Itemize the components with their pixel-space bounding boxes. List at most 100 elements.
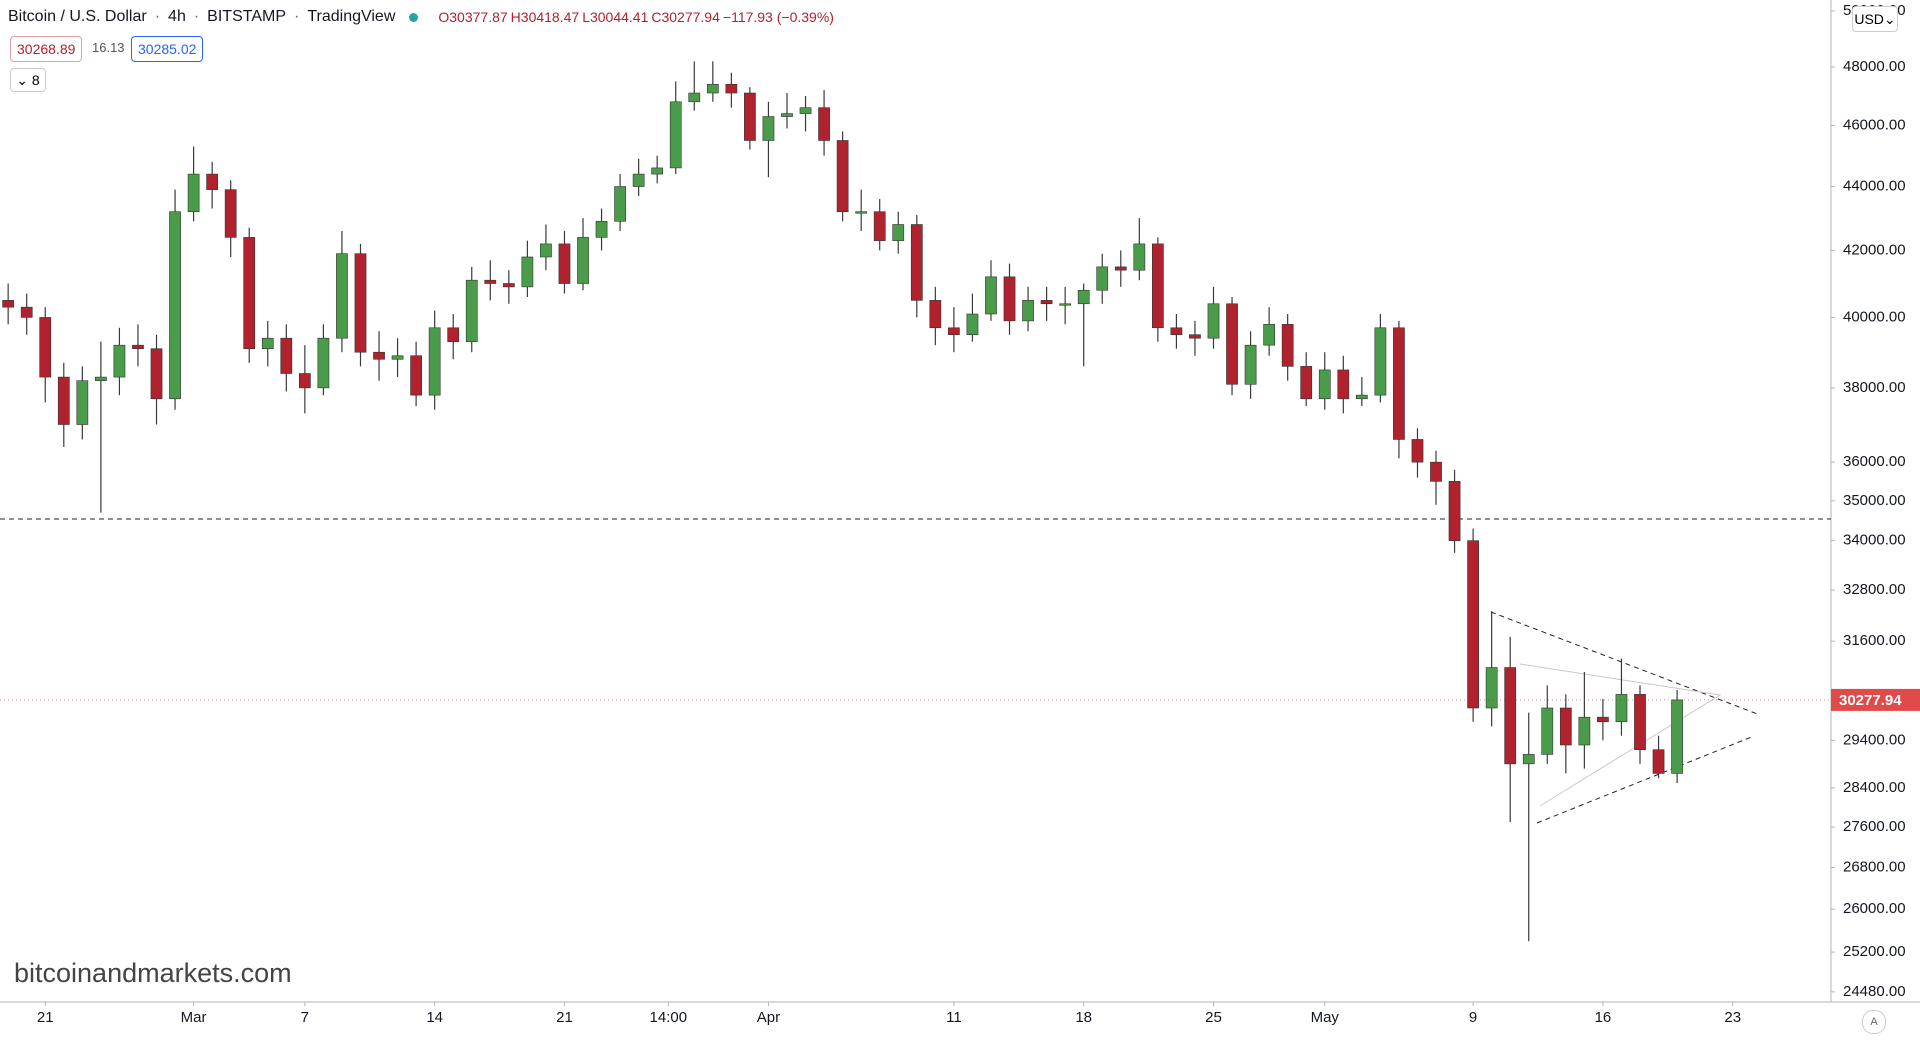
candle-body: [1300, 366, 1313, 400]
x-tick-label: 9: [1469, 1009, 1477, 1026]
candle-body: [910, 224, 923, 301]
y-tick-label: 48000.00: [1843, 58, 1906, 75]
symbol: Bitcoin / U.S. Dollar: [8, 8, 147, 25]
candle-body: [1281, 324, 1294, 367]
candle-body: [1411, 439, 1424, 463]
sell-button[interactable]: 30268.89: [10, 36, 83, 62]
x-tick-label: 14:00: [650, 1009, 688, 1026]
candle-body: [1133, 243, 1146, 271]
y-tick-label: 26000.00: [1843, 900, 1906, 917]
candle-body: [447, 327, 460, 342]
candle-body: [1671, 699, 1683, 774]
candle-body: [76, 380, 89, 425]
x-tick-label: 7: [301, 1009, 309, 1026]
y-tick-label: 31600.00: [1843, 632, 1906, 649]
price-axis-bg: [1831, 0, 1920, 1044]
candle-body: [1337, 369, 1350, 400]
candle-body: [317, 337, 330, 389]
candle-body: [1597, 716, 1609, 723]
candle-body: [57, 376, 70, 425]
candle-body: [781, 113, 793, 117]
exchange: BITSTAMP: [207, 8, 286, 25]
y-tick-label: 27600.00: [1843, 818, 1906, 835]
candle-body: [206, 173, 219, 190]
candle-body: [1318, 369, 1331, 400]
candle-body: [1114, 266, 1127, 271]
indicators-toggle[interactable]: ⌄ 8: [10, 68, 46, 92]
currency-button[interactable]: USD⌄: [1852, 6, 1898, 32]
candle-body: [818, 107, 830, 141]
y-tick-label: 26800.00: [1843, 858, 1906, 875]
candle-body: [985, 276, 997, 315]
status-dot: [409, 12, 419, 22]
candle-body: [1374, 327, 1387, 396]
y-tick-label: 32800.00: [1843, 581, 1906, 598]
candle-body: [614, 186, 626, 222]
candle-body: [1077, 289, 1090, 305]
open-value: O30377.87: [438, 9, 508, 25]
buy-button[interactable]: 30285.02: [131, 36, 204, 62]
y-tick-label: 42000.00: [1843, 241, 1906, 258]
auto-scale-button[interactable]: A: [1862, 1010, 1886, 1034]
candle-body: [465, 279, 478, 342]
candle-body: [1189, 334, 1201, 339]
candle-body: [632, 173, 645, 187]
candle-body: [410, 355, 422, 396]
x-tick-label: 16: [1595, 1009, 1612, 1026]
candle-body: [521, 256, 534, 288]
candle-body: [744, 92, 756, 141]
candle-body: [725, 83, 738, 94]
candle-body: [966, 313, 979, 336]
candle-body: [1040, 300, 1053, 305]
candle-body: [1541, 707, 1554, 755]
candle-body: [373, 351, 385, 360]
candle-body: [1559, 707, 1572, 746]
x-tick-label: Mar: [181, 1009, 207, 1026]
candle-body: [1485, 667, 1498, 709]
candle-body: [113, 344, 126, 378]
candle-body: [558, 243, 571, 284]
candle-body: [1152, 243, 1164, 329]
candle-body: [1430, 461, 1442, 482]
candle-body: [1467, 540, 1479, 709]
candle-body: [298, 373, 311, 389]
trend-line-upper: [1490, 611, 1761, 716]
x-tick-label: 18: [1075, 1009, 1092, 1026]
x-tick-label: Apr: [757, 1009, 780, 1026]
last-price-label: 30277.94: [1839, 692, 1902, 709]
candle-body: [95, 376, 107, 381]
currency: USD: [1854, 11, 1884, 27]
change-value: −117.93 (−0.39%): [722, 9, 834, 25]
candle-body: [1059, 303, 1072, 306]
candle-body: [1522, 754, 1535, 765]
spread: 16.13: [92, 40, 125, 55]
close-value: C30277.94: [651, 9, 720, 25]
trend-line-lower: [1536, 735, 1755, 824]
candle-body: [836, 140, 849, 213]
x-tick-label: 21: [37, 1009, 54, 1026]
candle-body: [669, 101, 682, 169]
candle-body: [1170, 327, 1183, 336]
x-tick-label: 21: [556, 1009, 573, 1026]
triangle-pattern: [1519, 663, 1722, 807]
candle-body: [224, 189, 237, 238]
y-tick-label: 40000.00: [1843, 308, 1906, 325]
ohlc: O30377.87 H30418.47 L30044.41 C30277.94 …: [438, 9, 834, 25]
candle-body: [1003, 276, 1016, 322]
candle-body: [948, 327, 960, 336]
y-tick-label: 38000.00: [1843, 379, 1906, 396]
candle-body: [39, 317, 52, 378]
candle-body: [1504, 667, 1517, 765]
candle-body: [595, 220, 608, 238]
candle-body: [1263, 324, 1275, 346]
candle-body: [1634, 694, 1646, 750]
y-tick-label: 36000.00: [1843, 453, 1906, 470]
y-tick-label: 28400.00: [1843, 779, 1906, 796]
candle-body: [688, 92, 701, 103]
candle-body: [2, 300, 15, 308]
candle-body: [391, 355, 404, 360]
candle-body: [187, 173, 200, 213]
candle-body: [799, 107, 812, 114]
candle-body: [280, 337, 293, 374]
